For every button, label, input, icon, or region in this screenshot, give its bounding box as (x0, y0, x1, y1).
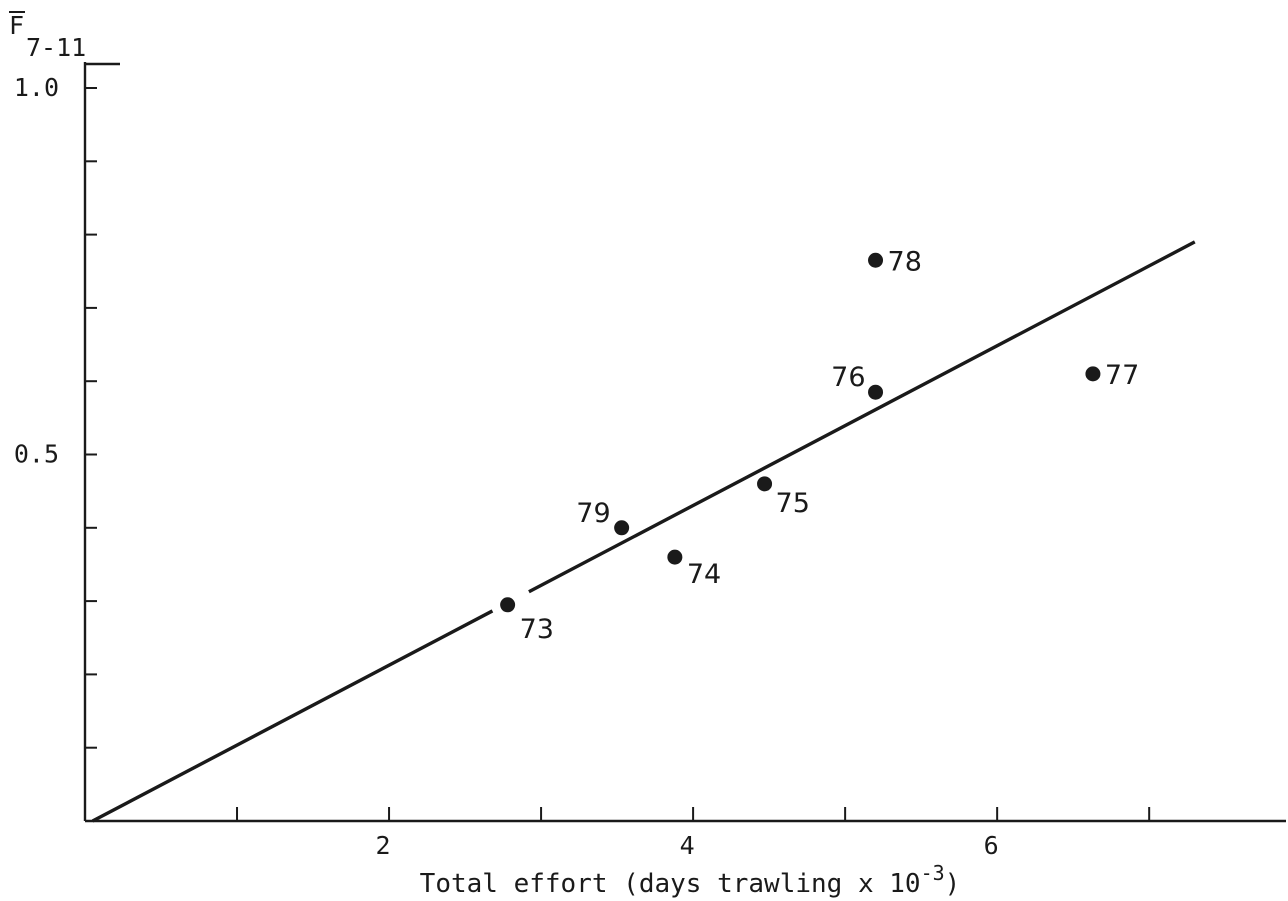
x-axis-title: Total effort (days trawling x 10-3) (420, 861, 961, 899)
x-tick-label: 4 (680, 831, 695, 860)
y-axis-title-subscript: 7-11 (26, 33, 86, 62)
x-tick-label: 6 (984, 831, 999, 860)
data-point (614, 520, 630, 536)
data-point (500, 597, 516, 613)
data-point (1085, 366, 1101, 382)
fit-line-segment (91, 609, 494, 823)
data-point-label: 79 (576, 498, 610, 529)
data-points (500, 252, 1101, 613)
x-tick-labels: 2 4 6 (376, 831, 999, 860)
y-tick-label: 0.5 (14, 440, 59, 469)
y-axis-title-main: F (9, 11, 24, 40)
data-point-label: 78 (888, 246, 922, 277)
data-point-label: 73 (520, 614, 554, 645)
x-axis-title-superscript: -3 (921, 861, 945, 885)
data-point (757, 476, 773, 492)
y-ticks (85, 87, 97, 749)
x-tick-label: 2 (376, 831, 391, 860)
y-axis-title: F 7-11 (9, 11, 86, 62)
data-point-label: 76 (831, 362, 865, 393)
data-point (667, 549, 683, 565)
fit-line-segment (528, 240, 1196, 594)
y-tick-label: 1.0 (14, 73, 59, 102)
regression-line (91, 240, 1196, 823)
data-point (868, 252, 884, 268)
x-axis-title-suffix: ) (945, 869, 961, 899)
data-point (868, 384, 884, 400)
data-point-label: 77 (1105, 360, 1139, 391)
x-ticks (236, 807, 1151, 821)
data-point-label: 75 (776, 488, 810, 519)
x-axis-title-main: Total effort (days trawling x 10 (420, 869, 921, 899)
chart-axes (83, 62, 1286, 823)
data-point-label: 74 (687, 559, 721, 590)
y-tick-labels: 0.5 1.0 (14, 73, 59, 469)
point-labels: 73 74 75 76 77 78 79 (520, 246, 1140, 645)
